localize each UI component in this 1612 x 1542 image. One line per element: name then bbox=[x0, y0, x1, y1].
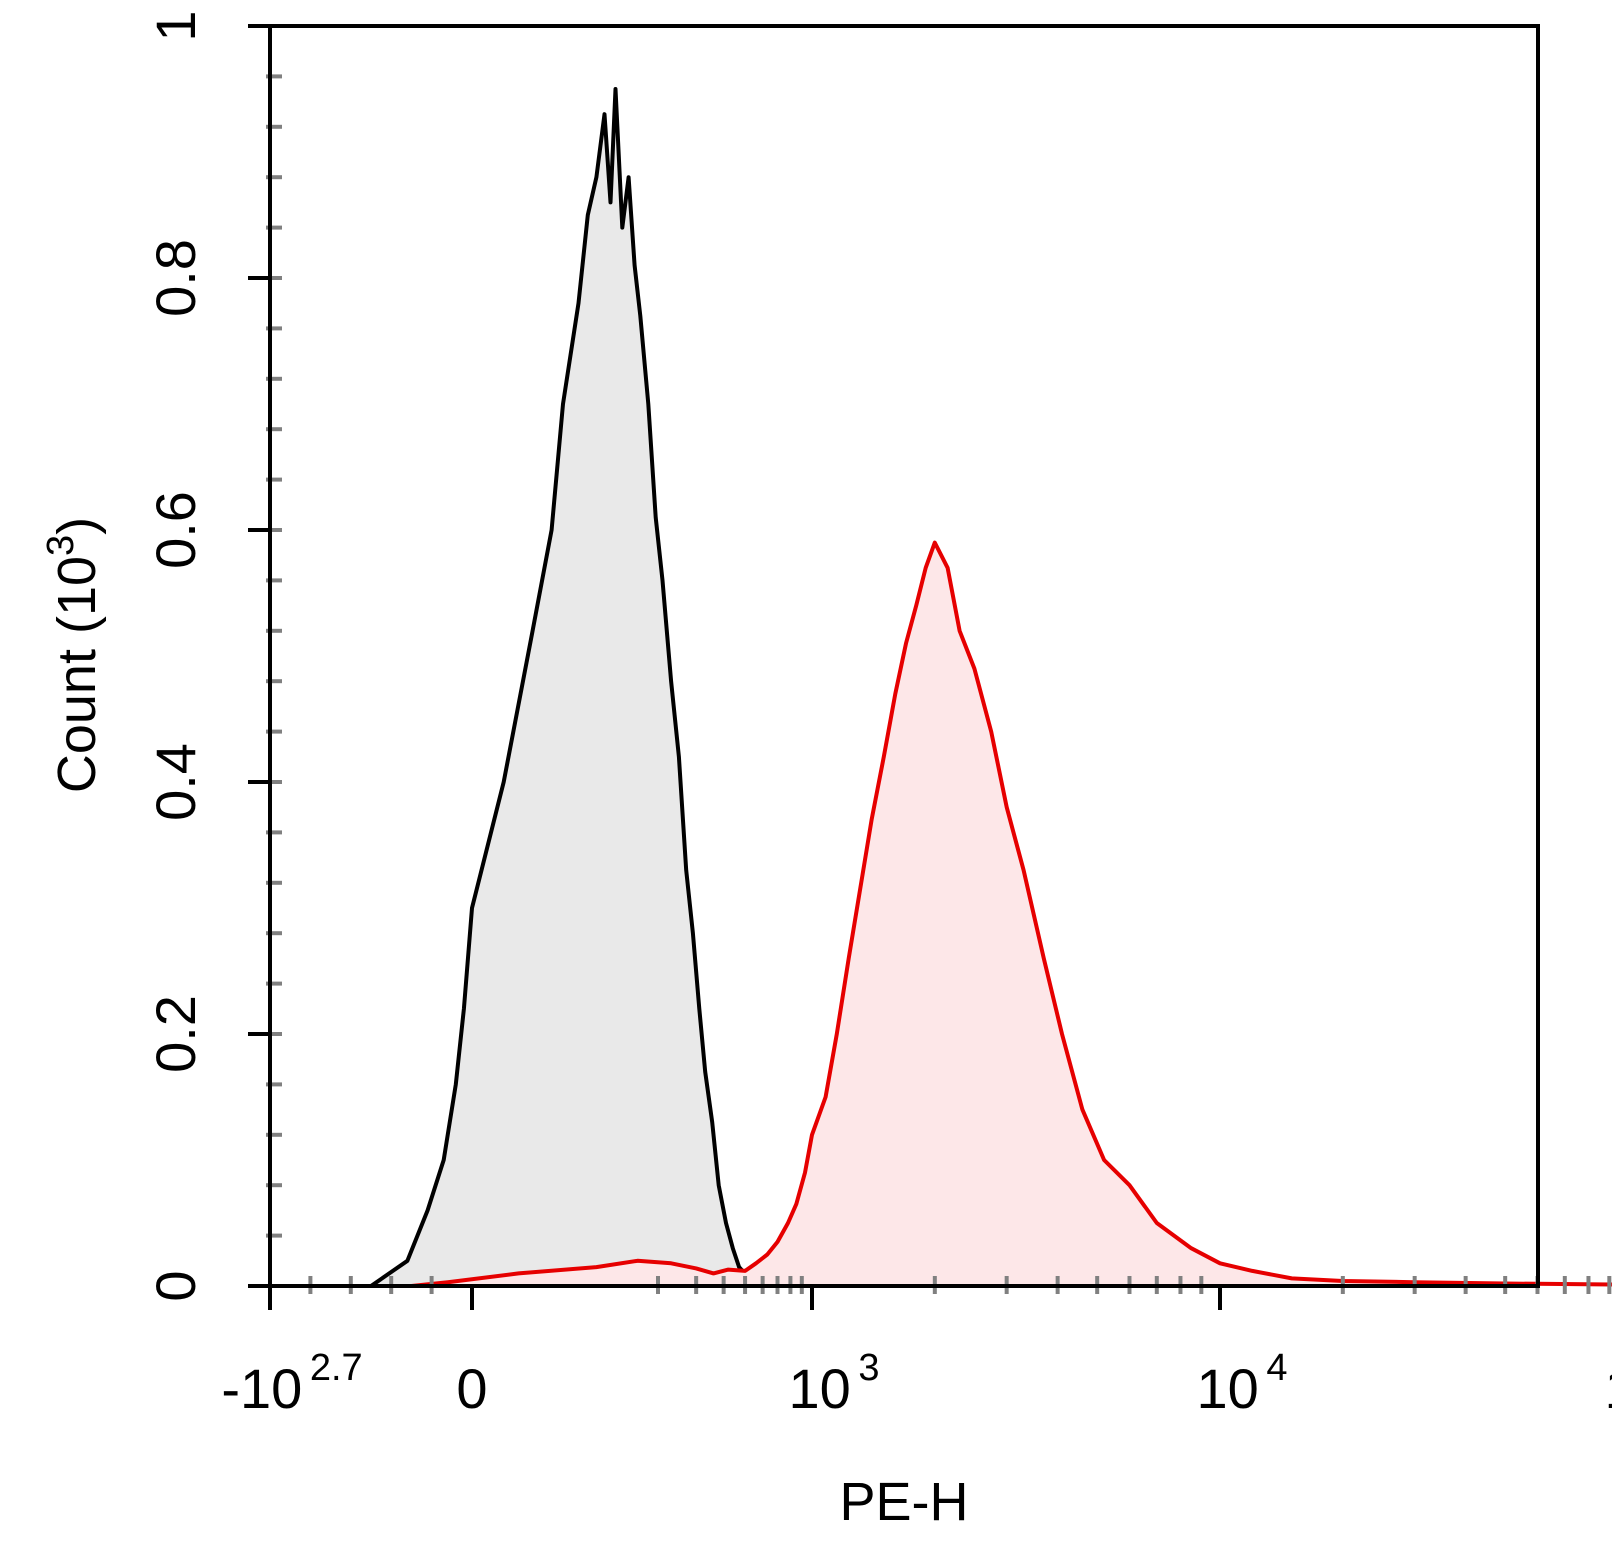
series-1-fill bbox=[322, 89, 1130, 1286]
series-2-line bbox=[411, 540, 1612, 1288]
x-tick-label: -10 2.7 bbox=[221, 1347, 362, 1420]
y-axis-title-exponent: 3 bbox=[40, 535, 82, 556]
x-tick-label-exponent: 3 bbox=[851, 1347, 880, 1389]
x-tick-label: 10 5 bbox=[1604, 1347, 1612, 1420]
x-tick-label-base: 10 bbox=[1604, 1357, 1612, 1420]
y-axis-title-text: Count (10 bbox=[47, 556, 107, 793]
x-tick-label-base: 10 bbox=[788, 1357, 850, 1420]
x-axis-title: PE-H bbox=[839, 1472, 968, 1532]
y-tick-label: 1 bbox=[144, 10, 207, 41]
plot-frame bbox=[268, 24, 1540, 1288]
x-tick-label-base: -10 bbox=[221, 1357, 302, 1420]
x-tick-label: 10 4 bbox=[1196, 1347, 1287, 1420]
major-tick-layer bbox=[248, 24, 1222, 1310]
y-tick-label: 0.6 bbox=[144, 491, 207, 569]
y-tick-label: 0 bbox=[144, 1270, 207, 1301]
x-tick-label: 10 3 bbox=[788, 1347, 879, 1420]
x-tick-label-base: 0 bbox=[456, 1357, 487, 1420]
x-tick-label: 0 bbox=[456, 1357, 487, 1420]
y-axis-title: Count (103) bbox=[40, 517, 107, 793]
y-axis-title-close: ) bbox=[47, 517, 107, 535]
x-tick-label-exponent: 2.7 bbox=[302, 1347, 362, 1389]
y-tick-label: 0.2 bbox=[144, 995, 207, 1073]
x-tick-label-exponent: 4 bbox=[1259, 1347, 1288, 1389]
y-tick-label: 0.8 bbox=[144, 239, 207, 317]
x-tick-label-base: 10 bbox=[1196, 1357, 1258, 1420]
series-2-fill bbox=[411, 542, 1612, 1286]
y-tick-label: 0.4 bbox=[144, 743, 207, 821]
